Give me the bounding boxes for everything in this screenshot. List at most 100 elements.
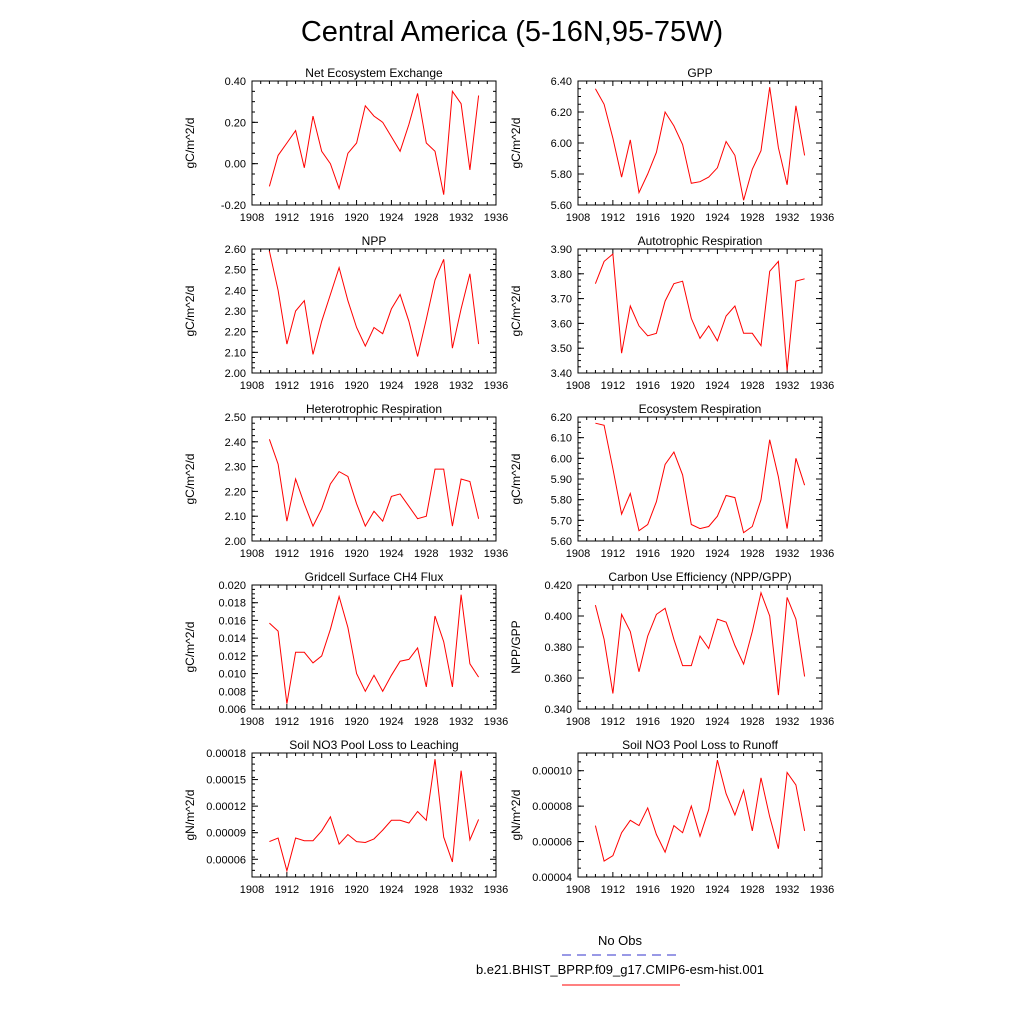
x-tick-label: 1932 <box>775 380 799 392</box>
y-tick-label: 5.60 <box>551 536 572 548</box>
panels: Net Ecosystem Exchange gC/m^2/d 1908 1912 19… <box>183 66 834 896</box>
x-tick-label: 1928 <box>740 380 764 392</box>
x-tick-label: 1908 <box>240 380 264 392</box>
x-tick-label: 1936 <box>484 716 508 728</box>
chart-panel-9: Soil NO3 Pool Loss to Leaching gN/m^2/d 19… <box>183 738 508 896</box>
y-tick-label: 3.40 <box>551 368 572 380</box>
panel-title: Heterotrophic Respiration <box>306 402 442 416</box>
y-axis-label: gN/m^2/d <box>183 790 197 841</box>
x-tick-label: 1932 <box>449 548 473 560</box>
y-tick-label: 0.360 <box>544 673 572 685</box>
x-tick-label: 1908 <box>566 212 590 224</box>
y-tick-label: 3.90 <box>551 244 572 256</box>
y-tick-label: 3.60 <box>551 318 572 330</box>
y-tick-label: 0.00009 <box>206 828 246 840</box>
y-axis-label: NPP/GPP <box>509 620 523 673</box>
y-tick-label: 0.008 <box>218 686 246 698</box>
y-tick-label: 2.00 <box>225 536 246 548</box>
x-tick-label: 1916 <box>635 212 659 224</box>
x-tick-label: 1920 <box>344 380 368 392</box>
legend-label-model: b.e21.BHIST_BPRP.f09_g17.CMIP6-esm-hist.… <box>476 962 764 977</box>
x-tick-label: 1908 <box>240 884 264 896</box>
chart-panel-7: Gridcell Surface CH4 Flux gC/m^2/d 1908 191… <box>183 570 508 728</box>
x-tick-label: 1908 <box>240 548 264 560</box>
y-tick-label: 0.00006 <box>532 837 572 849</box>
x-tick-label: 1928 <box>414 716 438 728</box>
y-tick-label: 0.00008 <box>532 801 572 813</box>
series-line-1 <box>268 250 480 357</box>
x-tick-label: 1932 <box>449 212 473 224</box>
x-tick-label: 1936 <box>810 716 834 728</box>
x-tick-label: 1916 <box>309 212 333 224</box>
legend: No Obs b.e21.BHIST_BPRP.f09_g17.CMIP6-es… <box>476 933 764 986</box>
y-tick-label: 0.00004 <box>532 872 572 884</box>
y-tick-label: 5.60 <box>551 200 572 212</box>
chart-panel-4: Autotrophic Respiration gC/m^2/d 1908 1912 1… <box>509 234 834 392</box>
x-tick-label: 1932 <box>775 716 799 728</box>
panel-title: Soil NO3 Pool Loss to Leaching <box>289 738 458 752</box>
y-tick-label: 6.20 <box>551 107 572 119</box>
y-tick-label: 6.00 <box>551 138 572 150</box>
y-tick-label: 2.20 <box>225 486 246 498</box>
x-tick-label: 1924 <box>705 380 729 392</box>
chart-panel-10: Soil NO3 Pool Loss to Runoff gN/m^2/d 1908… <box>509 738 834 896</box>
x-tick-label: 1916 <box>635 884 659 896</box>
chart-panel-6: Ecosystem Respiration gC/m^2/d 1908 1912 191… <box>509 402 834 560</box>
x-tick-label: 1928 <box>414 884 438 896</box>
x-tick-label: 1932 <box>775 548 799 560</box>
x-tick-label: 1920 <box>670 380 694 392</box>
x-tick-label: 1920 <box>670 548 694 560</box>
x-tick-label: 1928 <box>740 212 764 224</box>
y-tick-label: 0.00010 <box>532 766 572 778</box>
x-tick-label: 1924 <box>705 716 729 728</box>
figure-title: Central America (5-16N,95-75W) <box>301 16 723 48</box>
panel-title: Carbon Use Efficiency (NPP/GPP) <box>608 570 791 584</box>
panel-title: Autotrophic Respiration <box>638 234 763 248</box>
y-tick-label: 0.00018 <box>206 748 246 760</box>
x-tick-label: 1920 <box>344 212 368 224</box>
y-tick-label: 0.00012 <box>206 801 246 813</box>
x-tick-label: 1916 <box>635 380 659 392</box>
x-tick-label: 1936 <box>484 548 508 560</box>
x-tick-label: 1912 <box>601 548 625 560</box>
x-tick-label: 1936 <box>810 884 834 896</box>
x-tick-label: 1916 <box>309 548 333 560</box>
x-tick-label: 1936 <box>810 548 834 560</box>
x-tick-label: 1912 <box>275 212 299 224</box>
plot-frame <box>251 416 497 542</box>
y-tick-label: 0.014 <box>218 633 246 645</box>
y-tick-label: 0.016 <box>218 615 246 627</box>
x-tick-label: 1908 <box>566 548 590 560</box>
y-axis-label: gC/m^2/d <box>183 118 197 169</box>
y-tick-label: 5.80 <box>551 169 572 181</box>
x-tick-label: 1932 <box>449 380 473 392</box>
y-axis-label: gC/m^2/d <box>183 454 197 505</box>
plot-frame <box>577 80 823 206</box>
x-tick-label: 1936 <box>484 212 508 224</box>
y-tick-label: 6.00 <box>551 453 572 465</box>
plot-frame <box>251 752 497 878</box>
series-line-1 <box>268 89 480 195</box>
x-tick-label: 1924 <box>379 716 403 728</box>
series-line-1 <box>594 759 806 862</box>
y-tick-label: 6.20 <box>551 412 572 424</box>
x-tick-label: 1916 <box>309 380 333 392</box>
y-tick-label: 0.012 <box>218 651 246 663</box>
y-tick-label: -0.20 <box>221 200 246 212</box>
y-tick-label: 0.20 <box>225 117 246 129</box>
x-tick-label: 1916 <box>635 716 659 728</box>
x-tick-label: 1928 <box>414 380 438 392</box>
panel-title: Ecosystem Respiration <box>639 402 762 416</box>
y-tick-label: 3.50 <box>551 343 572 355</box>
x-tick-label: 1924 <box>379 212 403 224</box>
x-tick-label: 1916 <box>309 884 333 896</box>
panel-title: GPP <box>687 66 712 80</box>
y-axis-label: gC/m^2/d <box>509 118 523 169</box>
y-tick-label: 0.380 <box>544 642 572 654</box>
x-tick-label: 1936 <box>810 212 834 224</box>
x-tick-label: 1932 <box>775 212 799 224</box>
y-tick-label: 0.400 <box>544 611 572 623</box>
x-tick-label: 1936 <box>484 380 508 392</box>
chart-panel-5: Heterotrophic Respiration gC/m^2/d 1908 191… <box>183 402 508 560</box>
